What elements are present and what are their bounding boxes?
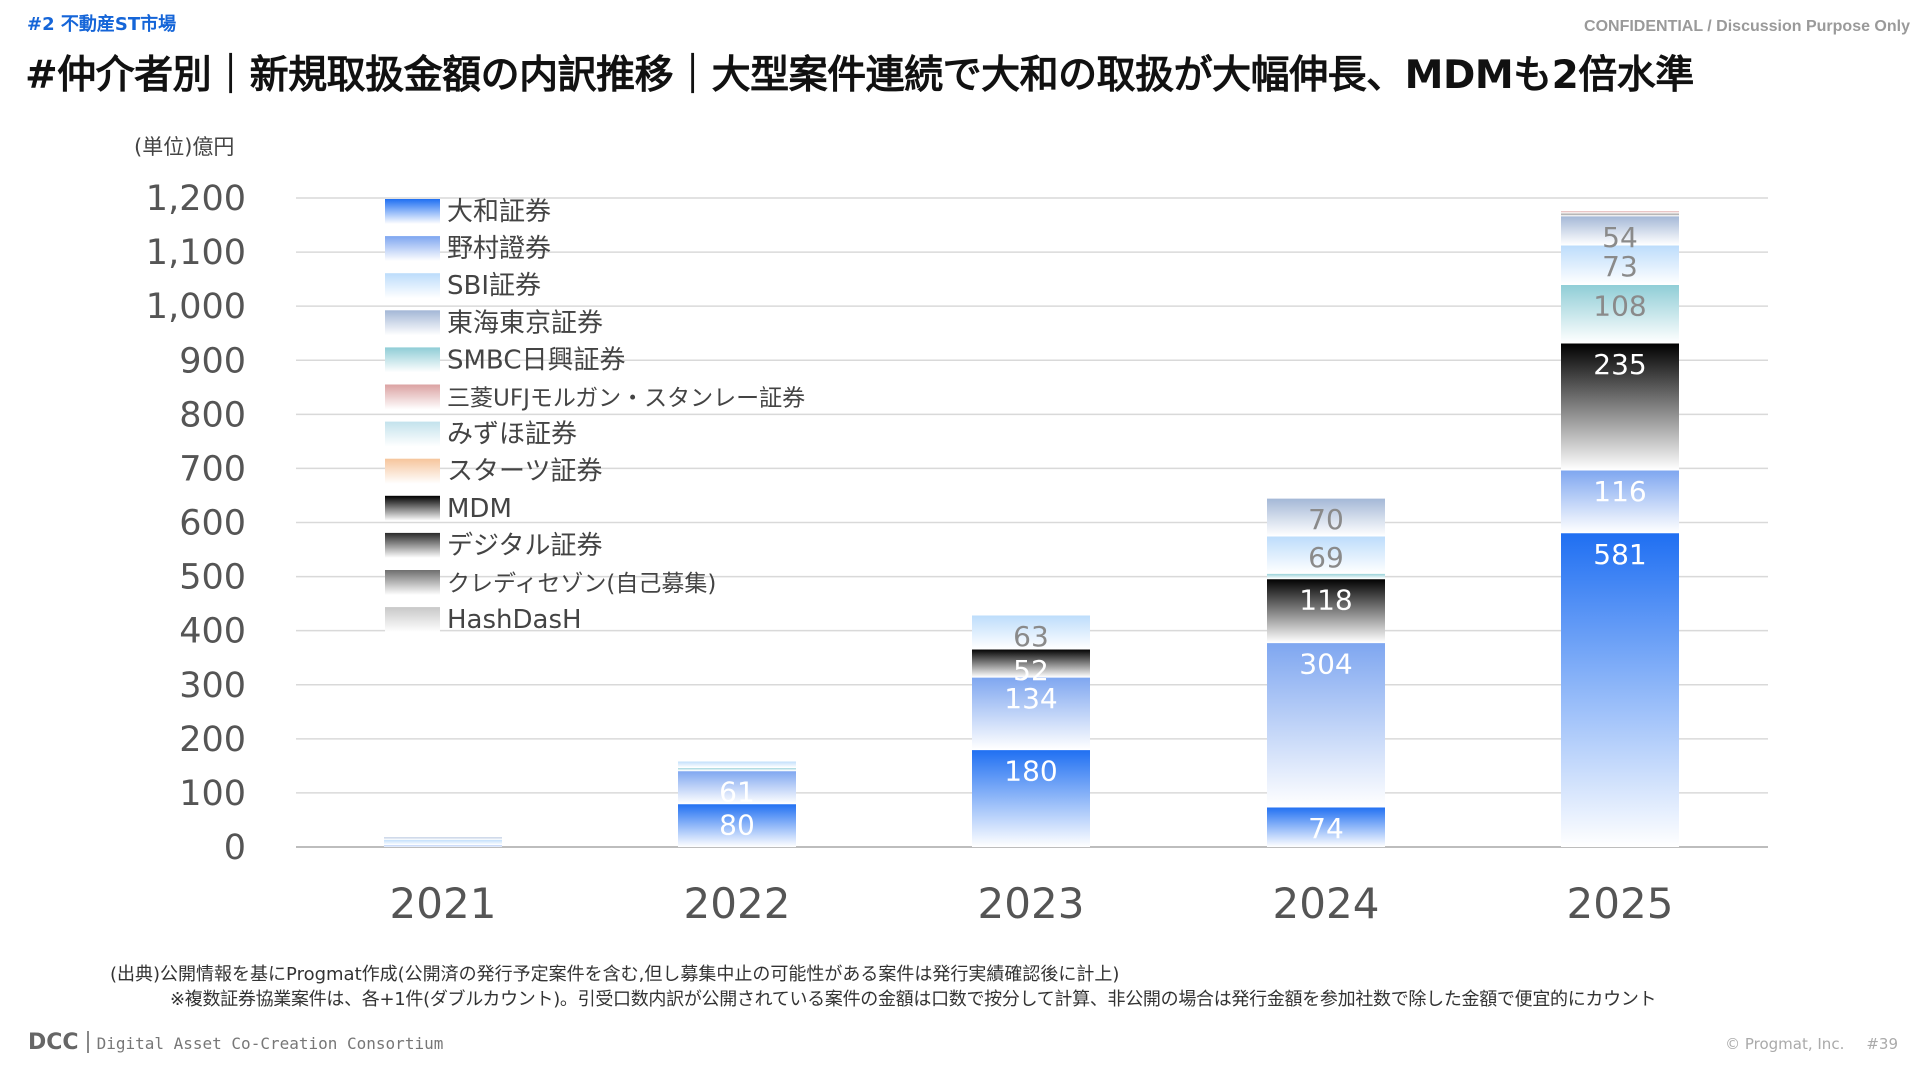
- bar-segment: [972, 677, 1090, 750]
- data-label: 63: [1013, 620, 1049, 653]
- bar-segment: [972, 749, 1090, 847]
- x-tick-label: 2021: [390, 879, 497, 928]
- note-footnote: ※複数証券協業案件は、各+1件(ダブルカウント)。引受口数内訳が公開されている案…: [170, 989, 1657, 1010]
- bar-segment: [1561, 245, 1679, 285]
- section-tag: #2 不動産ST市場: [27, 14, 177, 35]
- legend-swatch: [385, 570, 440, 595]
- data-label: 581: [1593, 538, 1646, 571]
- legend-swatch: [385, 458, 440, 484]
- x-tick-label: 2024: [1273, 879, 1380, 928]
- y-tick-label: 800: [179, 395, 246, 435]
- legend-label: 大和証券: [447, 197, 551, 227]
- y-tick-label: 700: [179, 449, 246, 489]
- y-tick-label: 500: [179, 558, 246, 598]
- bar-segment: [972, 614, 1090, 650]
- data-label: 118: [1299, 584, 1352, 617]
- data-label: 108: [1593, 290, 1646, 323]
- legend-swatch: [385, 495, 440, 521]
- bar-segment: [1267, 498, 1385, 537]
- bar-segment: [1561, 210, 1679, 214]
- legend-label: SBI証券: [447, 271, 541, 301]
- bar-segment: [678, 761, 796, 768]
- bar-segment: [1561, 215, 1679, 246]
- legend-swatch: [385, 199, 440, 224]
- y-tick-label: 400: [179, 612, 246, 652]
- y-tick-label: 300: [179, 666, 246, 706]
- data-label: 235: [1593, 348, 1646, 381]
- data-label: 54: [1602, 221, 1638, 254]
- page-number: #39: [1866, 1035, 1898, 1053]
- bar-segment: [1267, 578, 1385, 643]
- bar-segment: [1267, 642, 1385, 807]
- copyright-text: © Progmat, Inc.: [1725, 1035, 1845, 1053]
- legend-swatch: [385, 607, 440, 633]
- y-tick-label: 0: [224, 828, 246, 868]
- source-footnote: (出典)公開情報を基にProgmat作成(公開済の発行予定案件を含む,但し募集中…: [110, 964, 1120, 985]
- x-tick-label: 2022: [684, 879, 791, 928]
- legend-swatch: [385, 384, 440, 410]
- bar-segment: [1267, 573, 1385, 579]
- y-tick-label: 1,100: [146, 233, 246, 273]
- bar-segment: [384, 844, 502, 847]
- y-tick-label: 200: [179, 720, 246, 760]
- legend-label: みずほ証券: [447, 420, 577, 450]
- legend-swatch: [385, 532, 440, 558]
- y-tick-label: 1,200: [146, 179, 246, 219]
- legend-swatch: [385, 310, 440, 336]
- copyright: © Progmat, Inc. #39: [1725, 1035, 1898, 1053]
- legend-label: SMBC日興証券: [447, 345, 625, 375]
- dcc-logo-mark: DCC: [28, 1030, 79, 1055]
- legend-swatch: [385, 273, 440, 299]
- bar-segment: [678, 767, 796, 771]
- legend-swatch: [385, 421, 440, 447]
- bar-segment: [1561, 213, 1679, 216]
- stacked-bar-chart: 0 100 200 300 400 500 600 700 800 900 1,000 1,100 1,…: [134, 135, 1768, 928]
- legend-label: スターツ証券: [447, 457, 602, 487]
- bar-segment: [1267, 806, 1385, 847]
- data-label: 304: [1299, 648, 1352, 681]
- data-label: 80: [719, 809, 755, 842]
- legend-label: 三菱UFJモルガン・スタンレー証券: [447, 386, 805, 412]
- unit-label: (単位)億円: [134, 135, 234, 159]
- y-tick-label: 100: [179, 774, 246, 814]
- logo-divider: [86, 1031, 89, 1053]
- bar-segment: [1561, 532, 1679, 847]
- y-tick-label: 900: [179, 341, 246, 381]
- legend-label: 野村證券: [447, 234, 551, 264]
- legend-label: デジタル証券: [447, 531, 602, 561]
- x-tick-label: 2023: [978, 879, 1085, 928]
- confidential-label: CONFIDENTIAL / Discussion Purpose Only: [1584, 18, 1910, 35]
- legend-swatch: [385, 236, 440, 262]
- bar-segment: [678, 770, 796, 804]
- legend-label: MDM: [447, 494, 512, 524]
- bar-segment: [384, 839, 502, 845]
- data-label: 73: [1602, 250, 1638, 283]
- data-label: 61: [719, 776, 755, 809]
- data-label: 134: [1004, 682, 1057, 715]
- dcc-logo-text: Digital Asset Co-Creation Consortium: [96, 1034, 444, 1053]
- data-label: 69: [1308, 541, 1344, 574]
- bar-segment: [1561, 284, 1679, 343]
- dcc-logo: DCC Digital Asset Co-Creation Consortium: [28, 1030, 443, 1055]
- page-title: #仲介者別｜新規取扱金額の内訳推移｜大型案件連続で大和の取扱が大幅伸長、MDMも…: [25, 53, 1694, 98]
- bar-segment: [1561, 470, 1679, 533]
- y-tick-label: 1,000: [146, 287, 246, 327]
- bar-segment: [972, 649, 1090, 678]
- legend-swatch: [385, 347, 440, 373]
- data-label: 52: [1013, 654, 1049, 687]
- bar-segment: [384, 836, 502, 840]
- legend-label: HashDasH: [447, 605, 582, 635]
- data-label: 116: [1593, 475, 1646, 508]
- bar-segment: [1267, 536, 1385, 574]
- x-tick-label: 2025: [1567, 879, 1674, 928]
- legend-label: クレディセゾン(自己募集): [447, 571, 716, 597]
- data-label: 180: [1004, 755, 1057, 788]
- y-tick-label: 600: [179, 504, 246, 544]
- bar-segment: [1561, 342, 1679, 471]
- data-label: 70: [1308, 503, 1344, 536]
- bar-segment: [678, 803, 796, 847]
- legend-label: 東海東京証券: [447, 308, 603, 338]
- data-label: 74: [1308, 812, 1344, 845]
